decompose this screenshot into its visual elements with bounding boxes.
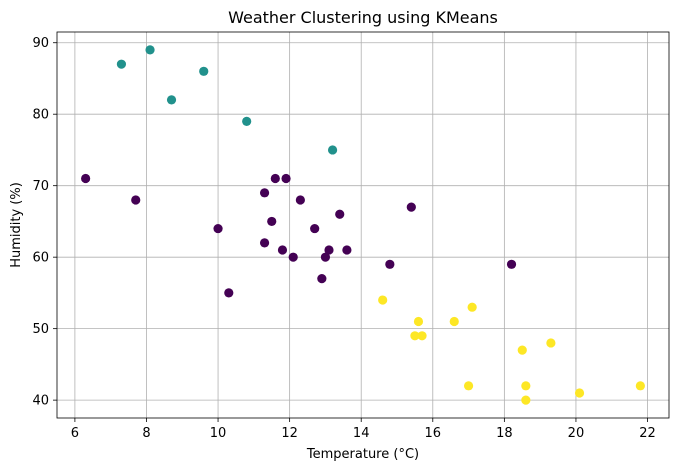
data-point-cluster-0 xyxy=(131,195,141,205)
data-point-cluster-0 xyxy=(281,173,291,184)
data-point-cluster-1 xyxy=(145,45,155,55)
data-point-cluster-2 xyxy=(417,331,427,341)
data-point-cluster-0 xyxy=(288,252,298,262)
data-point-cluster-2 xyxy=(449,316,459,327)
data-point-cluster-2 xyxy=(413,316,424,327)
x-axis-title: Temperature (°C) xyxy=(306,447,419,462)
data-point-cluster-0 xyxy=(295,195,305,205)
x-tick-label: 14 xyxy=(353,426,370,441)
x-tick-label: 20 xyxy=(568,426,585,441)
x-tick-label: 16 xyxy=(425,426,442,441)
data-point-cluster-0 xyxy=(406,202,416,212)
data-point-cluster-2 xyxy=(378,295,388,305)
data-point-cluster-1 xyxy=(327,145,338,155)
y-tick-label: 60 xyxy=(32,251,49,266)
x-tick-label: 18 xyxy=(496,426,513,441)
y-tick-label: 70 xyxy=(32,179,49,194)
x-tick-label: 6 xyxy=(71,426,79,441)
data-point-cluster-0 xyxy=(317,274,327,284)
data-point-cluster-2 xyxy=(467,302,477,312)
data-point-cluster-0 xyxy=(259,188,270,198)
data-point-cluster-2 xyxy=(517,345,527,355)
data-point-cluster-2 xyxy=(521,381,531,391)
y-tick-label: 40 xyxy=(32,394,49,409)
data-point-cluster-0 xyxy=(342,245,352,255)
data-point-cluster-0 xyxy=(224,288,234,298)
data-point-cluster-2 xyxy=(574,388,585,398)
data-points xyxy=(81,45,645,405)
data-point-cluster-0 xyxy=(81,173,91,184)
data-point-cluster-0 xyxy=(310,223,320,234)
data-point-cluster-0 xyxy=(506,259,517,269)
data-point-cluster-0 xyxy=(324,245,334,255)
data-point-cluster-0 xyxy=(213,223,223,234)
y-axis-title: Humidity (%) xyxy=(9,182,24,268)
data-point-cluster-2 xyxy=(463,381,474,391)
x-tick-label: 8 xyxy=(142,426,150,441)
x-tick-label: 10 xyxy=(210,426,227,441)
x-tick-label: 22 xyxy=(639,426,656,441)
axis-ticks: 6 8 10 12 14 16 18 20 22 40 50 60 70 80 90 xyxy=(32,36,655,441)
y-tick-label: 90 xyxy=(32,36,49,51)
data-point-cluster-0 xyxy=(267,216,277,227)
data-point-cluster-2 xyxy=(410,331,420,341)
data-point-cluster-2 xyxy=(521,395,531,405)
data-point-cluster-1 xyxy=(242,116,252,126)
grid xyxy=(57,32,669,418)
data-point-cluster-1 xyxy=(166,95,177,105)
data-point-cluster-0 xyxy=(335,209,345,219)
data-point-cluster-0 xyxy=(270,173,280,184)
data-point-cluster-2 xyxy=(546,338,556,348)
data-point-cluster-2 xyxy=(635,381,645,391)
data-point-cluster-0 xyxy=(277,245,288,255)
data-point-cluster-1 xyxy=(199,66,209,76)
plot-frame xyxy=(56,31,670,419)
x-tick-label: 12 xyxy=(281,426,298,441)
data-point-cluster-0 xyxy=(320,252,331,262)
data-point-cluster-0 xyxy=(385,259,395,269)
data-point-cluster-0 xyxy=(259,238,270,248)
data-point-cluster-1 xyxy=(116,59,127,69)
chart-title: Weather Clustering using KMeans xyxy=(228,8,498,27)
y-tick-label: 50 xyxy=(32,322,49,337)
y-tick-label: 80 xyxy=(32,108,49,123)
